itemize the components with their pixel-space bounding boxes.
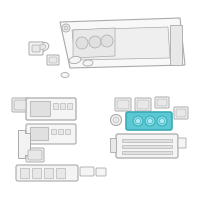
Bar (30, 127, 48, 140)
Circle shape (157, 116, 167, 126)
Circle shape (89, 36, 101, 48)
Circle shape (145, 116, 155, 126)
FancyBboxPatch shape (96, 168, 106, 176)
FancyBboxPatch shape (47, 55, 59, 65)
Circle shape (64, 26, 68, 30)
Bar (122, 139, 172, 142)
Ellipse shape (35, 42, 49, 52)
Circle shape (160, 118, 164, 123)
Polygon shape (73, 28, 115, 58)
Polygon shape (18, 130, 30, 158)
Bar (122, 151, 172, 154)
Ellipse shape (38, 44, 46, 50)
FancyBboxPatch shape (176, 109, 186, 117)
FancyBboxPatch shape (155, 97, 169, 108)
FancyBboxPatch shape (115, 98, 131, 111)
FancyBboxPatch shape (32, 45, 40, 52)
FancyBboxPatch shape (135, 98, 151, 111)
FancyBboxPatch shape (26, 124, 76, 144)
FancyBboxPatch shape (137, 100, 149, 109)
Bar (20, 168, 29, 178)
Bar (30, 101, 50, 116)
Circle shape (133, 116, 143, 126)
Bar (51, 129, 56, 134)
Ellipse shape (69, 56, 81, 64)
Ellipse shape (61, 72, 69, 77)
FancyBboxPatch shape (16, 165, 78, 181)
FancyBboxPatch shape (178, 138, 186, 148)
FancyBboxPatch shape (174, 107, 188, 119)
Bar (53, 103, 58, 109)
Bar (122, 145, 172, 148)
FancyBboxPatch shape (116, 134, 178, 158)
Bar (65, 129, 70, 134)
FancyBboxPatch shape (29, 42, 43, 55)
Circle shape (113, 117, 119, 123)
Bar (110, 138, 116, 152)
Circle shape (136, 118, 140, 123)
FancyBboxPatch shape (26, 148, 44, 162)
FancyBboxPatch shape (80, 167, 94, 176)
FancyBboxPatch shape (126, 112, 172, 130)
Bar (44, 168, 53, 178)
FancyBboxPatch shape (26, 98, 76, 120)
Bar (67, 103, 72, 109)
FancyBboxPatch shape (157, 99, 167, 106)
Bar (56, 168, 65, 178)
FancyBboxPatch shape (49, 57, 57, 63)
FancyBboxPatch shape (117, 100, 129, 109)
Circle shape (148, 118, 153, 123)
FancyBboxPatch shape (28, 150, 42, 160)
Polygon shape (72, 27, 170, 60)
Circle shape (62, 24, 70, 32)
Polygon shape (60, 18, 185, 68)
Circle shape (110, 114, 122, 126)
Bar (170, 25, 182, 65)
Bar (58, 129, 63, 134)
Bar (32, 168, 41, 178)
Ellipse shape (83, 60, 93, 66)
FancyBboxPatch shape (14, 100, 26, 110)
Bar (60, 103, 65, 109)
Circle shape (101, 35, 113, 47)
FancyBboxPatch shape (12, 98, 28, 112)
Circle shape (76, 37, 88, 49)
